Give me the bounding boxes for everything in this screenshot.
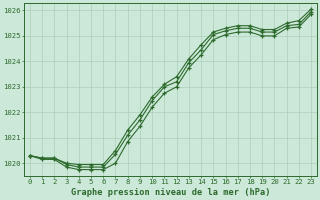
X-axis label: Graphe pression niveau de la mer (hPa): Graphe pression niveau de la mer (hPa) xyxy=(71,188,270,197)
